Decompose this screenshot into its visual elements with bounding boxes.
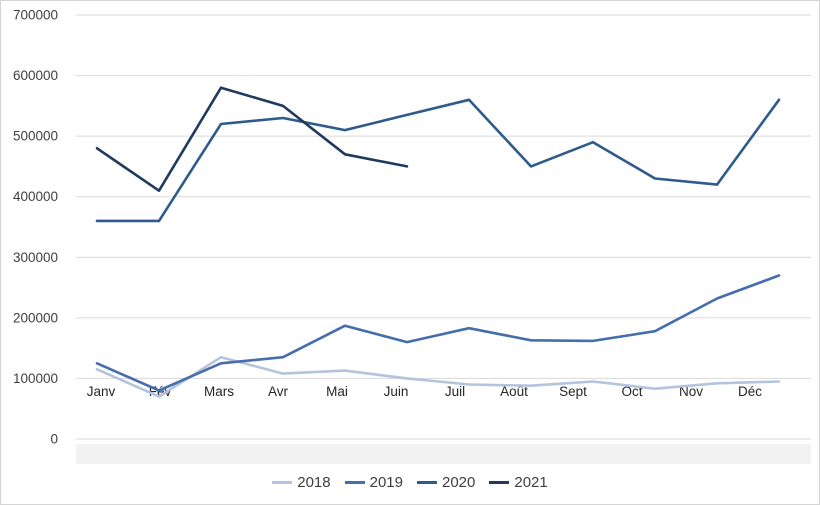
legend-swatch-2020 — [417, 481, 437, 484]
series-line-2021[interactable] — [95, 86, 409, 192]
x-tick-label: Août — [500, 384, 528, 399]
legend-label: 2021 — [514, 474, 548, 491]
y-tick-label: 700000 — [13, 8, 58, 23]
axis-band — [76, 444, 811, 464]
series-line-2020[interactable] — [95, 98, 781, 223]
chart-legend: 2018 2019 2020 2021 — [1, 475, 819, 490]
y-tick-label: 400000 — [13, 189, 58, 204]
x-tick-label: Janv — [87, 384, 116, 399]
y-tick-label: 500000 — [13, 129, 58, 144]
series-line-2018[interactable] — [95, 355, 781, 398]
y-tick-label: 200000 — [13, 310, 58, 325]
legend-label: 2020 — [442, 474, 476, 491]
legend-label: 2019 — [369, 474, 403, 491]
legend-item-2021[interactable]: 2021 — [489, 474, 548, 491]
x-tick-label: Juil — [445, 384, 465, 399]
x-tick-label: Déc — [738, 384, 762, 399]
x-tick-label: Nov — [679, 384, 703, 399]
y-tick-label: 0 — [50, 432, 58, 447]
legend-swatch-2021 — [489, 481, 510, 484]
x-tick-label: Juin — [384, 384, 409, 399]
legend-label: 2018 — [297, 474, 331, 491]
legend-item-2020[interactable]: 2020 — [417, 475, 475, 490]
y-tick-label: 100000 — [13, 371, 58, 386]
x-tick-label: Mars — [204, 384, 234, 399]
x-tick-label: Avr — [268, 384, 289, 399]
x-tick-label: Mai — [326, 384, 348, 399]
y-tick-label: 600000 — [13, 68, 58, 83]
legend-swatch-2018 — [272, 481, 293, 484]
legend-item-2018[interactable]: 2018 — [272, 474, 331, 491]
y-tick-label: 300000 — [13, 250, 58, 265]
x-tick-label: Sept — [559, 384, 587, 399]
legend-item-2019[interactable]: 2019 — [344, 474, 403, 491]
legend-swatch-2019 — [344, 481, 365, 484]
series-line-2019[interactable] — [95, 274, 781, 392]
